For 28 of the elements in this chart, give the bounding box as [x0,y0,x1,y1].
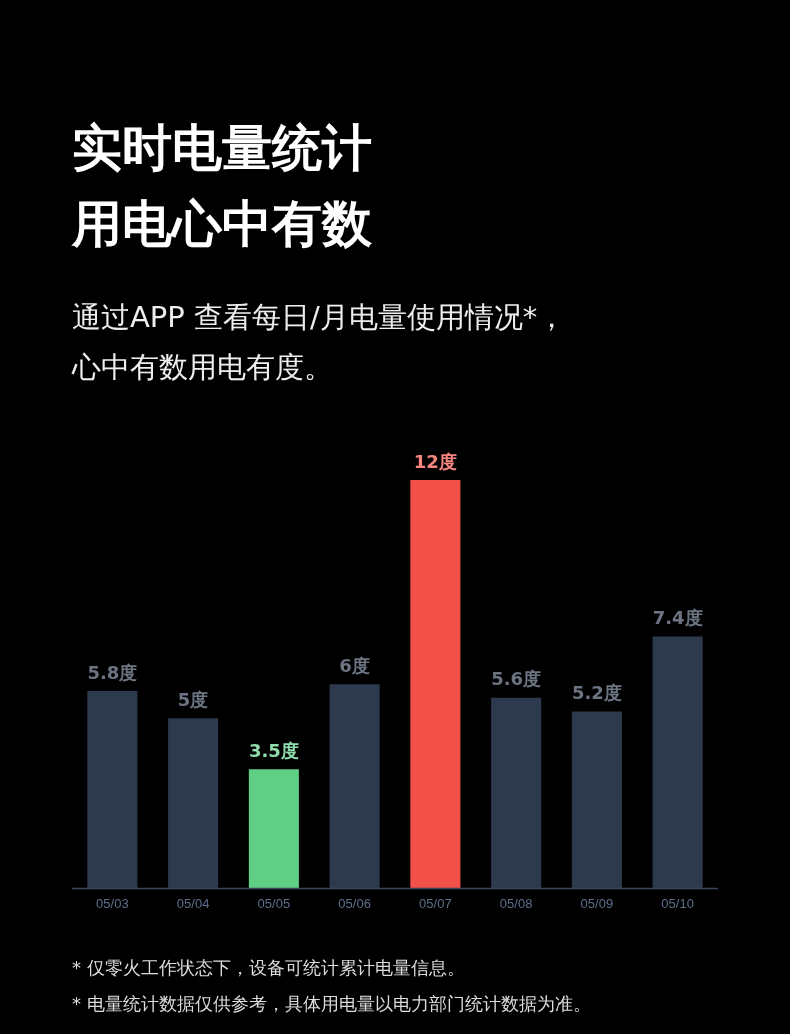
data-label: 5.6度 [491,668,542,690]
bar [652,636,703,889]
data-label: 5度 [177,688,209,710]
text: * 电量统计数据仅供参考，具体用电量以电力部门统计数据为准。 [72,992,591,1016]
data-label: 5.8度 [87,661,138,683]
bar [168,718,219,889]
bar [410,480,461,889]
bar [491,697,542,889]
x-tick-label: 05/08 [499,895,533,911]
data-label: 12度 [413,450,457,472]
x-tick-label: 05/10 [661,895,694,911]
bar [87,691,138,889]
data-label: 7.4度 [652,607,703,629]
x-tick-label: 05/04 [176,895,210,911]
data-label: 3.5度 [248,739,299,761]
bar [248,769,299,889]
data-label: 6度 [339,654,370,676]
bar [329,684,380,889]
bar [571,711,622,889]
x-tick-label: 05/06 [338,895,371,911]
text: * 仅零火工作状态下，设备可统计累计电量信息。 [72,956,466,980]
chart-title: 实时电量统计用电心中有数 [72,118,373,255]
x-tick-label: 05/09 [580,895,614,911]
data-label: 5.2度 [571,682,622,704]
x-tick-label: 05/07 [419,895,452,911]
x-tick-label: 05/03 [96,895,129,911]
chart-subtitle: 通过APP 查看每日/月电量使用情况*，心中有数用电有度。 [72,299,567,386]
x-tick-label: 05/05 [257,895,291,911]
